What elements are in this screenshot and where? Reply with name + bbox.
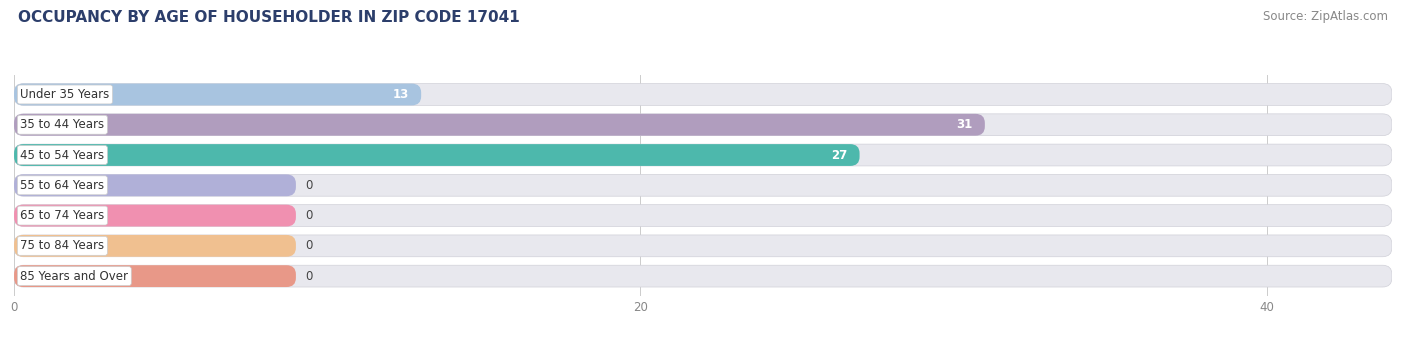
Text: 55 to 64 Years: 55 to 64 Years xyxy=(20,179,104,192)
Text: OCCUPANCY BY AGE OF HOUSEHOLDER IN ZIP CODE 17041: OCCUPANCY BY AGE OF HOUSEHOLDER IN ZIP C… xyxy=(18,10,520,25)
Text: 0: 0 xyxy=(305,209,312,222)
FancyBboxPatch shape xyxy=(14,144,859,166)
Text: 45 to 54 Years: 45 to 54 Years xyxy=(20,149,104,162)
FancyBboxPatch shape xyxy=(14,235,295,257)
Text: 31: 31 xyxy=(956,118,973,131)
Text: Under 35 Years: Under 35 Years xyxy=(20,88,110,101)
Text: 0: 0 xyxy=(305,270,312,283)
FancyBboxPatch shape xyxy=(14,174,295,196)
Text: 85 Years and Over: 85 Years and Over xyxy=(20,270,128,283)
FancyBboxPatch shape xyxy=(14,205,295,226)
Text: 65 to 74 Years: 65 to 74 Years xyxy=(20,209,104,222)
FancyBboxPatch shape xyxy=(14,265,295,287)
Text: 0: 0 xyxy=(305,239,312,252)
Text: Source: ZipAtlas.com: Source: ZipAtlas.com xyxy=(1263,10,1388,23)
FancyBboxPatch shape xyxy=(14,144,1392,166)
Text: 13: 13 xyxy=(392,88,409,101)
FancyBboxPatch shape xyxy=(14,265,1392,287)
FancyBboxPatch shape xyxy=(14,205,1392,226)
FancyBboxPatch shape xyxy=(14,84,422,105)
Text: 27: 27 xyxy=(831,149,846,162)
FancyBboxPatch shape xyxy=(14,235,1392,257)
FancyBboxPatch shape xyxy=(14,174,1392,196)
FancyBboxPatch shape xyxy=(14,114,984,136)
FancyBboxPatch shape xyxy=(14,84,1392,105)
Text: 0: 0 xyxy=(305,179,312,192)
Text: 75 to 84 Years: 75 to 84 Years xyxy=(20,239,104,252)
FancyBboxPatch shape xyxy=(14,114,1392,136)
Text: 35 to 44 Years: 35 to 44 Years xyxy=(20,118,104,131)
